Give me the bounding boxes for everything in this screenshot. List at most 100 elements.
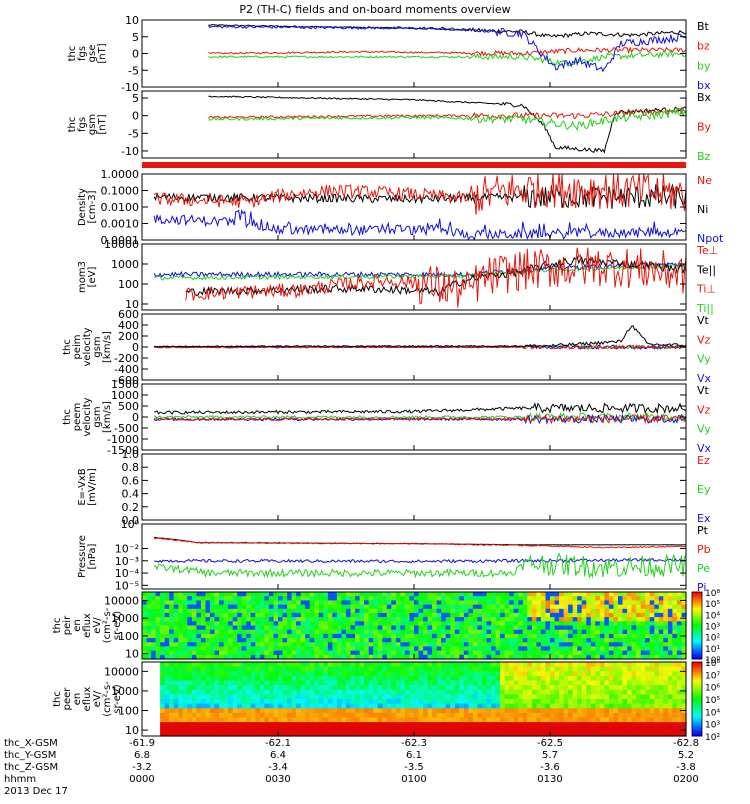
spectrogram-cell bbox=[232, 617, 238, 622]
spectrogram-cell bbox=[250, 717, 256, 723]
spectrogram-cell bbox=[495, 633, 501, 639]
spectrogram-cell bbox=[373, 600, 379, 606]
spectrogram-cell bbox=[228, 612, 234, 618]
spectrogram-cell bbox=[441, 699, 447, 705]
spectrogram-cell bbox=[355, 703, 361, 709]
spectrogram-cell bbox=[382, 662, 388, 668]
spectrogram-cell bbox=[219, 612, 225, 618]
spectrogram-cell bbox=[327, 689, 333, 695]
spectrogram-cell bbox=[309, 708, 315, 714]
spectrogram-cell bbox=[645, 638, 651, 643]
spectrogram-cell bbox=[155, 608, 161, 614]
spectrogram-cell bbox=[622, 621, 628, 627]
spectrogram-cell bbox=[577, 646, 583, 652]
spectrogram-cell bbox=[482, 662, 488, 668]
colorbar-segment bbox=[692, 706, 702, 710]
spectrogram-cell bbox=[191, 722, 197, 728]
spectrogram-cell bbox=[336, 699, 342, 705]
spectrogram-cell bbox=[518, 675, 524, 682]
spectrogram-cell bbox=[527, 712, 533, 719]
spectrogram-cell bbox=[450, 689, 456, 695]
spectrogram-cell bbox=[568, 604, 574, 610]
spectrogram-cell bbox=[232, 642, 238, 648]
spectrogram-cell bbox=[386, 633, 392, 639]
spectrogram-cell bbox=[636, 726, 642, 732]
spectrogram-cell bbox=[500, 621, 506, 627]
spectrogram-cell bbox=[368, 633, 374, 639]
spectrogram-cell bbox=[377, 604, 383, 610]
spectrogram-cell bbox=[445, 646, 451, 652]
spectrogram-cell bbox=[142, 621, 148, 627]
spectrogram-cell bbox=[219, 680, 225, 686]
spectrogram-cell bbox=[450, 629, 456, 635]
spectrogram-cell bbox=[346, 722, 352, 728]
spectrogram-cell bbox=[300, 708, 306, 714]
spectrogram-cell bbox=[604, 699, 610, 705]
spectrogram-cell bbox=[196, 621, 202, 627]
spectrogram-cell bbox=[364, 717, 370, 723]
spectrogram-cell bbox=[250, 703, 256, 709]
spectrogram-cell bbox=[658, 680, 664, 686]
spectrogram-cell bbox=[314, 633, 320, 639]
spectrogram-cell bbox=[214, 650, 220, 656]
spectrogram-cell bbox=[491, 617, 497, 622]
spectrogram-cell bbox=[554, 689, 560, 695]
spectrogram-cell bbox=[346, 708, 352, 714]
spectrogram-cell bbox=[613, 600, 619, 606]
spectrogram-cell bbox=[395, 629, 401, 635]
spectrogram-cell bbox=[581, 617, 587, 622]
spectrogram-cell bbox=[445, 666, 451, 672]
spectrogram-cell bbox=[581, 694, 587, 700]
spectrogram-cell bbox=[577, 731, 583, 737]
panel-frame bbox=[141, 523, 687, 590]
legend-entry: Pt bbox=[697, 524, 709, 537]
spectrogram-cell bbox=[300, 671, 306, 677]
spectrogram-cell bbox=[477, 650, 483, 656]
spectrogram-cell bbox=[336, 675, 342, 682]
spectrogram-cell bbox=[173, 596, 179, 601]
colorbar-label: 10⁰ bbox=[705, 656, 720, 666]
spectrogram-cell bbox=[658, 671, 664, 677]
spectrogram-cell bbox=[572, 722, 578, 728]
spectrogram-cell bbox=[554, 708, 560, 714]
spectrogram-cell bbox=[559, 596, 565, 601]
spectrogram-cell bbox=[599, 685, 605, 691]
spectrogram-cell bbox=[296, 694, 302, 700]
spectrogram-cell bbox=[486, 633, 492, 639]
spectrogram-cell bbox=[346, 685, 352, 691]
spectrogram-cell bbox=[173, 638, 179, 643]
spectrogram-cell bbox=[377, 671, 383, 677]
spectrogram-cell bbox=[477, 592, 483, 597]
spectrogram-cell bbox=[305, 646, 311, 652]
spectrogram-cell bbox=[223, 689, 229, 695]
spectrogram-cell bbox=[500, 612, 506, 618]
spectrogram-cell bbox=[468, 642, 474, 648]
spectrogram-cell bbox=[377, 654, 383, 660]
spectrogram-cell bbox=[178, 617, 184, 622]
spectrogram-cell bbox=[187, 621, 193, 627]
spectrogram-cell bbox=[577, 638, 583, 643]
spectrogram-cell bbox=[441, 592, 447, 597]
spectrogram-cell bbox=[463, 722, 469, 728]
spectrogram-cell bbox=[432, 708, 438, 714]
spectrogram-cell bbox=[513, 633, 519, 639]
spectrogram-cell bbox=[300, 722, 306, 728]
spectrogram-cell bbox=[550, 699, 556, 705]
spectrogram-cell bbox=[386, 596, 392, 601]
spectrogram-cell bbox=[314, 699, 320, 705]
spectrogram-cell bbox=[486, 699, 492, 705]
spectrogram-cell bbox=[550, 646, 556, 652]
spectrogram-cell bbox=[237, 699, 243, 705]
spectrogram-cell bbox=[563, 654, 569, 660]
spectrogram-cell bbox=[491, 646, 497, 652]
spectrogram-cell bbox=[423, 666, 429, 672]
spectrogram-cell bbox=[223, 646, 229, 652]
spectrogram-cell bbox=[255, 731, 261, 737]
spectrogram-cell bbox=[151, 621, 157, 627]
spectrogram-cell bbox=[477, 703, 483, 709]
spectrogram-cell bbox=[255, 604, 261, 610]
spectrogram-cell bbox=[545, 717, 551, 723]
spectrogram-cell bbox=[491, 694, 497, 700]
spectrogram-cell bbox=[332, 699, 338, 705]
spectrogram-cell bbox=[200, 642, 206, 648]
